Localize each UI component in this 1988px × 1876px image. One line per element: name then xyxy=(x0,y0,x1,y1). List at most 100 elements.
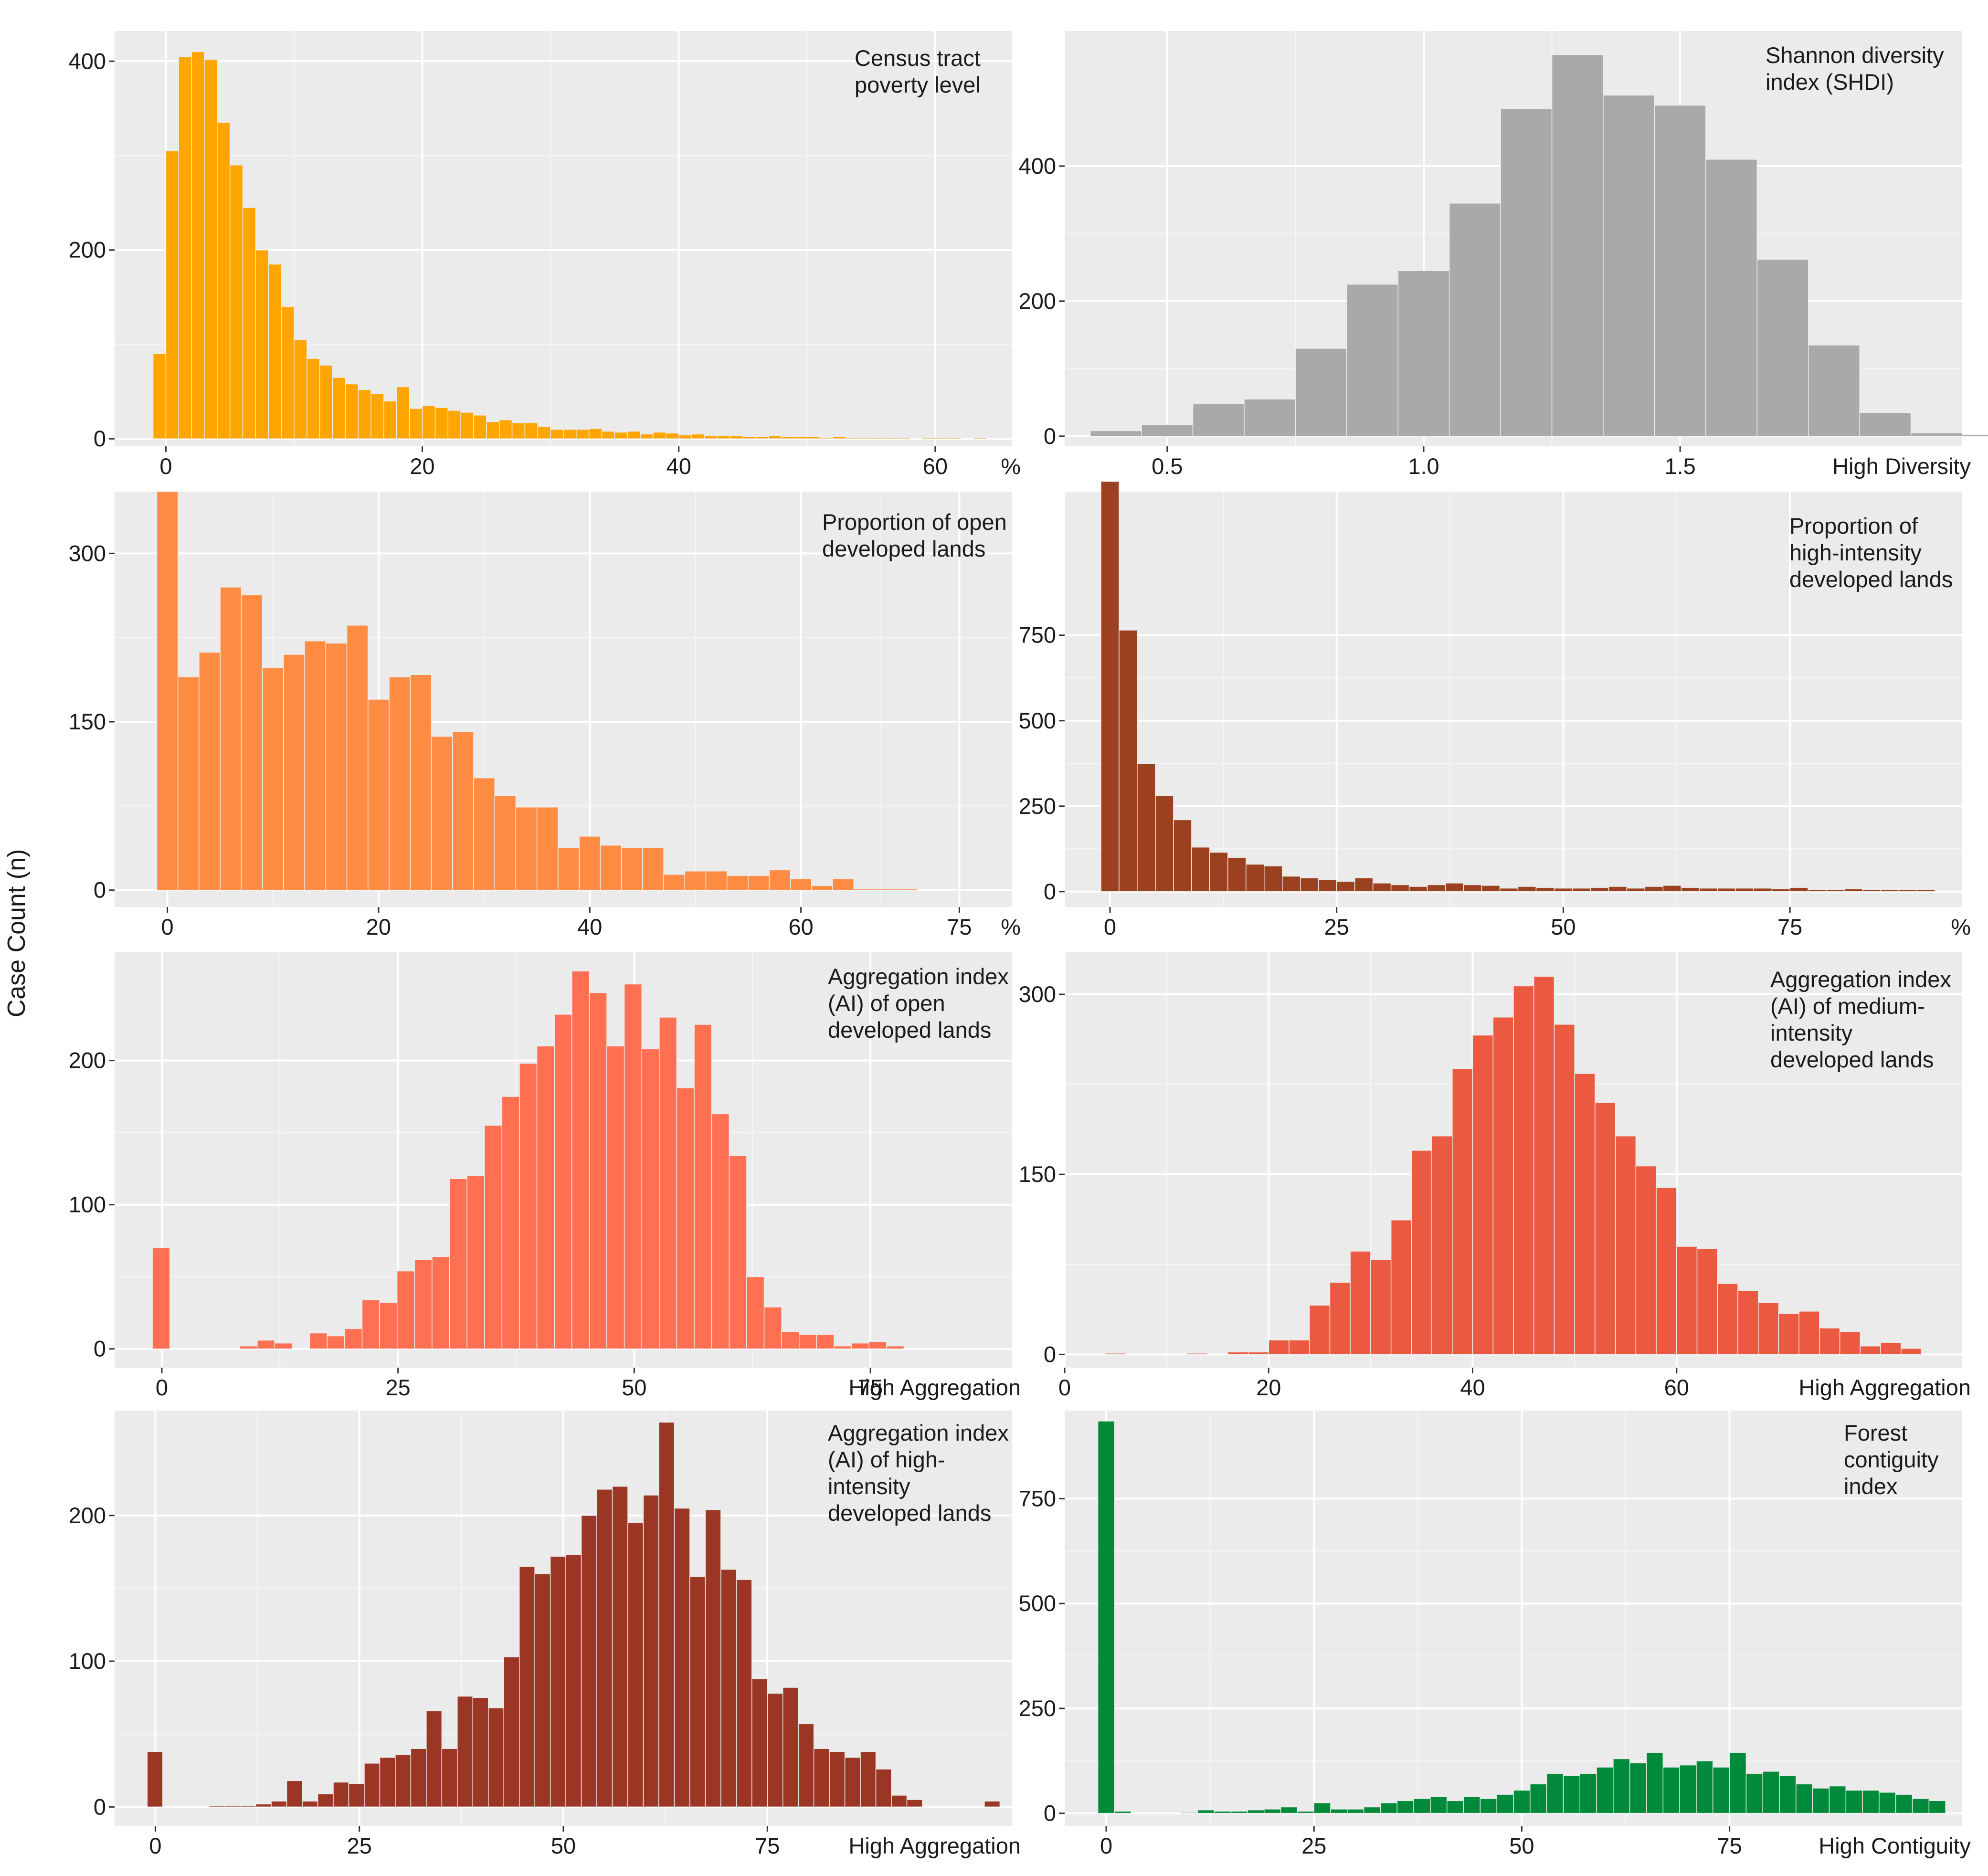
panel-title: Aggregation index (AI) of high-intensity d… xyxy=(828,1420,1009,1526)
histogram-panel: 0 250 500 750 0 25 50 75 High Contiguity Forest co… xyxy=(1019,1411,1971,1858)
histogram-bar xyxy=(1445,883,1464,892)
histogram-bar xyxy=(309,1332,328,1349)
histogram-bar xyxy=(1595,1102,1616,1355)
histogram-bar xyxy=(1318,879,1337,892)
histogram-bar xyxy=(379,1302,398,1349)
x-tick-label: 25 xyxy=(386,1375,411,1400)
histogram-bar xyxy=(883,437,898,439)
histogram-bar xyxy=(589,992,607,1349)
histogram-bar xyxy=(663,874,686,891)
histogram-bar xyxy=(152,1247,170,1349)
histogram-bar xyxy=(1248,1351,1269,1355)
histogram-bar xyxy=(1413,1798,1431,1814)
histogram-panel: 0 200 400 0.5 1.0 1.5 High Diversity Shannon di… xyxy=(1019,31,1988,479)
histogram-bar xyxy=(816,1334,835,1349)
histogram-bar xyxy=(689,1576,706,1808)
histogram-bar xyxy=(851,1342,869,1349)
histogram-bar xyxy=(178,56,192,439)
histogram-bar xyxy=(1329,1282,1351,1355)
histogram-bar xyxy=(736,1579,752,1808)
histogram-bar xyxy=(361,1299,380,1349)
histogram-bar xyxy=(640,433,654,439)
x-tick-label: 0 xyxy=(161,914,174,939)
histogram-bar xyxy=(1370,1259,1392,1355)
x-tick-label: 75 xyxy=(1777,914,1802,939)
x-tick-label: 20 xyxy=(1256,1375,1281,1400)
histogram-bar xyxy=(344,1328,363,1349)
x-tick-label: 0 xyxy=(1058,1375,1071,1400)
y-tick-label: 150 xyxy=(1019,1161,1056,1187)
histogram-bar xyxy=(767,1693,783,1808)
histogram-bar xyxy=(601,431,615,439)
histogram-bar xyxy=(1901,1348,1922,1355)
histogram-bar xyxy=(271,1801,287,1808)
histogram-bar xyxy=(1696,1248,1718,1355)
histogram-bar xyxy=(1313,1802,1331,1814)
histogram-bar xyxy=(268,263,282,439)
histogram-bar xyxy=(1644,886,1664,892)
y-tick-label: 400 xyxy=(1019,153,1056,179)
histogram-bar xyxy=(1546,1773,1564,1814)
histogram-bar xyxy=(1862,1790,1880,1814)
panel-title: Proportion of open developed lands xyxy=(822,509,1007,561)
histogram-bar xyxy=(829,1751,846,1808)
x-axis-label: High Aggregation xyxy=(848,1833,1021,1858)
histogram-bar xyxy=(1879,1792,1896,1814)
histogram-bar xyxy=(1880,889,1899,892)
histogram-bar xyxy=(317,1793,334,1808)
histogram-bar xyxy=(1808,345,1860,437)
histogram-bar xyxy=(1615,1135,1637,1355)
histogram-bar xyxy=(720,1569,737,1808)
histogram-bar xyxy=(1372,883,1392,892)
histogram-bar xyxy=(1100,481,1120,892)
histogram-bar xyxy=(220,587,242,891)
histogram-bar xyxy=(1244,399,1296,437)
y-tick-label: 750 xyxy=(1019,1486,1056,1511)
y-tick-label: 300 xyxy=(1019,981,1056,1007)
histogram-bar xyxy=(152,353,167,439)
histogram-bar xyxy=(274,1342,293,1349)
histogram-bar xyxy=(1192,403,1245,437)
histogram-bar xyxy=(1264,1809,1281,1814)
histogram-panel: 0 150 300 0 20 40 60 High Aggregation Aggregatio… xyxy=(1019,952,1971,1400)
x-tick-label: 75 xyxy=(755,1833,780,1858)
histogram-bar xyxy=(460,412,474,439)
histogram-bar xyxy=(798,1334,817,1349)
histogram-bar xyxy=(790,878,812,891)
panel-title: Aggregation index (AI) of open developed l… xyxy=(828,964,1009,1043)
histogram-bar xyxy=(1860,1345,1881,1355)
histogram-bar xyxy=(1753,887,1772,892)
x-tick-label: 20 xyxy=(366,914,391,939)
histogram-bar xyxy=(1844,888,1863,892)
histogram-bar xyxy=(1551,54,1604,437)
histogram-bar xyxy=(1635,1165,1657,1355)
x-tick-label: 0 xyxy=(159,453,172,479)
histogram-bar xyxy=(755,436,769,439)
histogram-bar xyxy=(1735,887,1754,892)
panel-title-line: developed lands xyxy=(1789,567,1953,592)
y-tick-label: 500 xyxy=(1019,708,1056,733)
histogram-bar xyxy=(294,339,307,439)
histogram-bar xyxy=(875,1769,892,1808)
panel-title: Census tract poverty level xyxy=(855,45,981,97)
histogram-bar xyxy=(1771,888,1790,892)
histogram-bar xyxy=(1596,1767,1614,1814)
x-tick-label: 50 xyxy=(622,1375,646,1400)
histogram-bar xyxy=(1268,1339,1290,1355)
y-tick-label: 0 xyxy=(94,877,106,903)
panel-title-line: intensity xyxy=(828,1474,910,1499)
histogram-bar xyxy=(1756,259,1809,437)
histogram-bar xyxy=(748,875,770,891)
histogram-bar xyxy=(1910,432,1963,437)
histogram-bar xyxy=(895,888,918,891)
histogram-bar xyxy=(717,435,730,439)
panel-title-line: Aggregation index xyxy=(828,1420,1009,1445)
histogram-bar xyxy=(1089,430,1142,437)
histogram-bar xyxy=(1554,1024,1575,1355)
histogram-bar xyxy=(554,1014,572,1349)
histogram-bar xyxy=(627,431,641,439)
y-tick-label: 100 xyxy=(69,1648,106,1674)
histogram-bar xyxy=(596,1489,613,1808)
histogram-bar xyxy=(1717,887,1736,892)
histogram-bar xyxy=(262,667,284,891)
